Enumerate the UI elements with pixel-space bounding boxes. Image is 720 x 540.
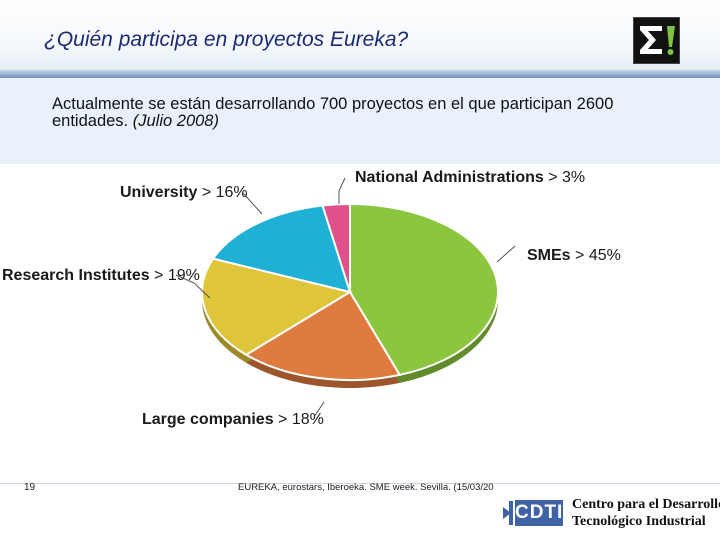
cdti-arrow-icon — [503, 501, 513, 525]
cdti-logo-icon: CDTI — [515, 500, 563, 526]
cdti-name-line1: Centro para el Desarrollo — [572, 497, 720, 512]
pie-label-value: 45% — [589, 247, 621, 264]
subtitle-band — [0, 78, 720, 164]
pie-label-value: 3% — [562, 169, 585, 186]
pie-label-value: 18% — [292, 411, 324, 428]
pie-slice-university — [211, 204, 352, 294]
cdti-name: Centro para el Desarrollo Tecnológico In… — [572, 496, 720, 530]
svg-text:Research Institutes > 19%: Research Institutes > 19% — [2, 267, 200, 284]
cdti-name-line2: Tecnológico Industrial — [572, 514, 706, 529]
pie-leader-line — [338, 177, 346, 204]
pie-label-value: 16% — [216, 184, 248, 201]
subtitle: Actualmente se están desarrollando 700 p… — [52, 96, 692, 130]
pie-label-name: National Administrations — [355, 169, 544, 186]
header-divider — [0, 70, 720, 78]
pie-slice-research-institutes — [201, 257, 353, 356]
pie-label-university: University > 16% — [120, 184, 263, 215]
svg-text:Large companies > 18%: Large companies > 18% — [142, 411, 324, 428]
pie-label-large-companies: Large companies > 18% — [142, 401, 325, 428]
pie-labels: SMEs > 45% Large companies > 18% Research … — [2, 169, 621, 428]
pie-label-value: 19% — [168, 267, 200, 284]
footer-divider — [0, 483, 720, 484]
sigma-exclamation-logo-icon — [633, 17, 680, 64]
svg-text:SMEs > 45%: SMEs > 45% — [527, 247, 621, 264]
svg-text:University > 16%: University > 16% — [120, 184, 248, 201]
subtitle-text: Actualmente se están desarrollando 700 p… — [52, 95, 614, 130]
page-number: 19 — [24, 482, 36, 493]
pie-label-name: Large companies — [142, 411, 274, 428]
pie-leader-line — [175, 274, 211, 299]
pie-label-name: University — [120, 184, 197, 201]
pie-leader-line — [496, 245, 516, 263]
pie-leader-line — [313, 401, 325, 418]
svg-text:National Administrations > 3%: National Administrations > 3% — [355, 169, 585, 186]
pie-label-name: SMEs — [527, 247, 571, 264]
pie-label-smes: SMEs > 45% — [496, 245, 621, 264]
pie-slice-smes — [349, 202, 499, 377]
pie-slice-national-administrations — [321, 202, 351, 293]
pie-label-name: Research Institutes — [2, 267, 150, 284]
pie-label-research-institutes: Research Institutes > 19% — [2, 267, 211, 299]
pie-slices — [201, 202, 499, 381]
header-band — [0, 0, 720, 78]
pie-leader-line — [242, 192, 263, 215]
slide-title: ¿Quién participa en proyectos Eureka? — [44, 28, 409, 51]
pie-slice-large-companies — [244, 290, 402, 381]
footer-text: EUREKA, eurostars, Iberoeka. SME week. S… — [238, 482, 494, 493]
pie-label-national-administrations: National Administrations > 3% — [338, 169, 585, 204]
subtitle-date: (Julio 2008) — [132, 112, 219, 130]
pie-chart: SMEs > 45% Large companies > 18% Research … — [2, 169, 621, 428]
